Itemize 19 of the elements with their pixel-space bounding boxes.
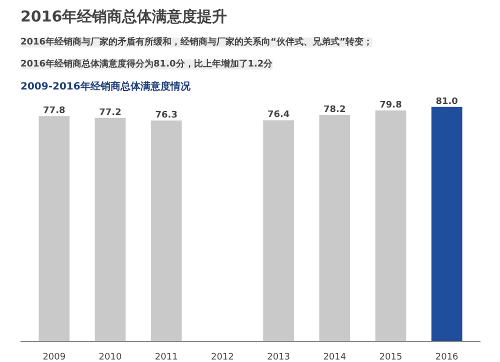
data-label: 77.2 <box>99 108 122 118</box>
x-tick-label: 2012 <box>211 352 234 362</box>
chart-subtitle: 2009-2016年经销商总体满意度情况 <box>20 80 192 92</box>
chart-title: 2016年经销商总体满意度提升 <box>20 8 228 26</box>
x-tick-label: 2010 <box>98 352 122 362</box>
x-tick-label: 2009 <box>42 352 66 362</box>
data-label: 76.4 <box>267 110 290 120</box>
x-tick-label: 2014 <box>323 352 346 362</box>
data-label: 77.8 <box>43 106 66 116</box>
data-label: 79.8 <box>380 100 402 110</box>
data-label: 76.3 <box>155 110 178 120</box>
x-tick-label: 2011 <box>154 352 178 362</box>
x-tick-label: 2016 <box>435 352 459 362</box>
text: 2016年经销商与厂家的矛盾有所缓和，经销商与厂家的关系向“伙伴式、兄弟式”转变； <box>20 36 372 48</box>
x-tick-label: 2015 <box>379 352 402 362</box>
text: 2016年经销商总体满意度得分为81.0分，比上年增加了1.2分 <box>20 58 274 70</box>
x-tick-label: 2013 <box>267 352 290 362</box>
data-label: 78.2 <box>324 104 346 115</box>
data-label: 81.0 <box>436 96 458 107</box>
